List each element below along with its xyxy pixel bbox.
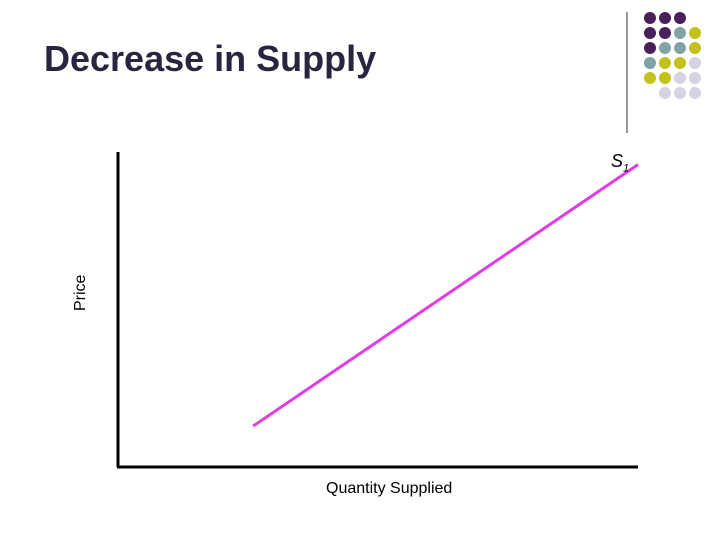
supply-curve-label-name: S (611, 151, 624, 171)
y-axis-label: Price (72, 274, 89, 311)
decor-dot-grid (644, 12, 701, 99)
decor-dot (674, 57, 686, 69)
decor-dot (644, 27, 656, 39)
decor-dot (659, 42, 671, 54)
supply-curve-label-subscript: 1 (623, 162, 630, 175)
decor-dot (644, 57, 656, 69)
decor-dot (674, 12, 686, 24)
decor-dot (659, 27, 671, 39)
supply-curve-line (252, 163, 639, 428)
decor-dot (644, 42, 656, 54)
decor-dot (689, 57, 701, 69)
x-axis-label: Quantity Supplied (326, 480, 453, 497)
decor-dot (659, 87, 671, 99)
decor-dot (674, 27, 686, 39)
supply-curve-label: S1 (611, 151, 629, 175)
decor-dot (689, 87, 701, 99)
decor-dot (689, 42, 701, 54)
decor-dot (644, 12, 656, 24)
decor-dot (659, 12, 671, 24)
decor-dot (689, 72, 701, 84)
decor-dot (689, 27, 701, 39)
decor-dot (674, 72, 686, 84)
decor-dot (659, 57, 671, 69)
slide-title: Decrease in Supply (44, 38, 377, 79)
decor-dot (644, 72, 656, 84)
chart (116, 152, 639, 469)
decor-dot (674, 87, 686, 99)
decor-dot (674, 42, 686, 54)
decor-dot (659, 72, 671, 84)
